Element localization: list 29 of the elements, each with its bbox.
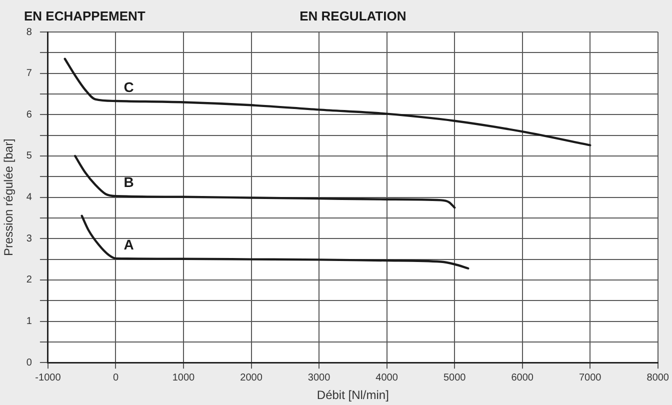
x-axis-title: Débit [Nl/min] — [316, 388, 389, 402]
y-tick-label: 5 — [26, 150, 32, 162]
x-tick-label: 8000 — [646, 372, 670, 384]
y-tick-label: 2 — [26, 274, 32, 286]
series-label: C — [124, 78, 134, 95]
series-label: A — [124, 236, 134, 252]
x-tick-label: -1000 — [35, 372, 62, 384]
series-label: B — [124, 174, 134, 190]
x-tick-label: 3000 — [308, 372, 331, 384]
y-tick-label: 7 — [26, 68, 32, 80]
y-tick-label: 3 — [26, 233, 32, 244]
text: EN REGULATION — [300, 8, 406, 24]
x-tick-label: 1000 — [172, 372, 196, 384]
y-tick-label: 8 — [26, 26, 32, 38]
x-tick-label: 0 — [112, 372, 119, 384]
x-tick-label: 6000 — [511, 372, 534, 384]
y-axis-title: Pression régulée [bar] — [2, 138, 16, 256]
line-series — [80, 214, 470, 270]
x-tick-label: 5000 — [443, 372, 466, 384]
text: EN ECHAPPEMENT — [24, 8, 146, 24]
y-tick-label: 4 — [26, 192, 32, 204]
x-tick-label: 4000 — [376, 372, 398, 384]
x-tick-label: 2000 — [240, 372, 263, 384]
x-tick-label: 7000 — [578, 372, 602, 384]
y-tick-label: 1 — [26, 316, 32, 328]
line-series — [74, 154, 456, 209]
line-series — [64, 58, 592, 146]
y-tick-label: 6 — [26, 109, 32, 120]
y-tick-label: 0 — [26, 357, 32, 368]
